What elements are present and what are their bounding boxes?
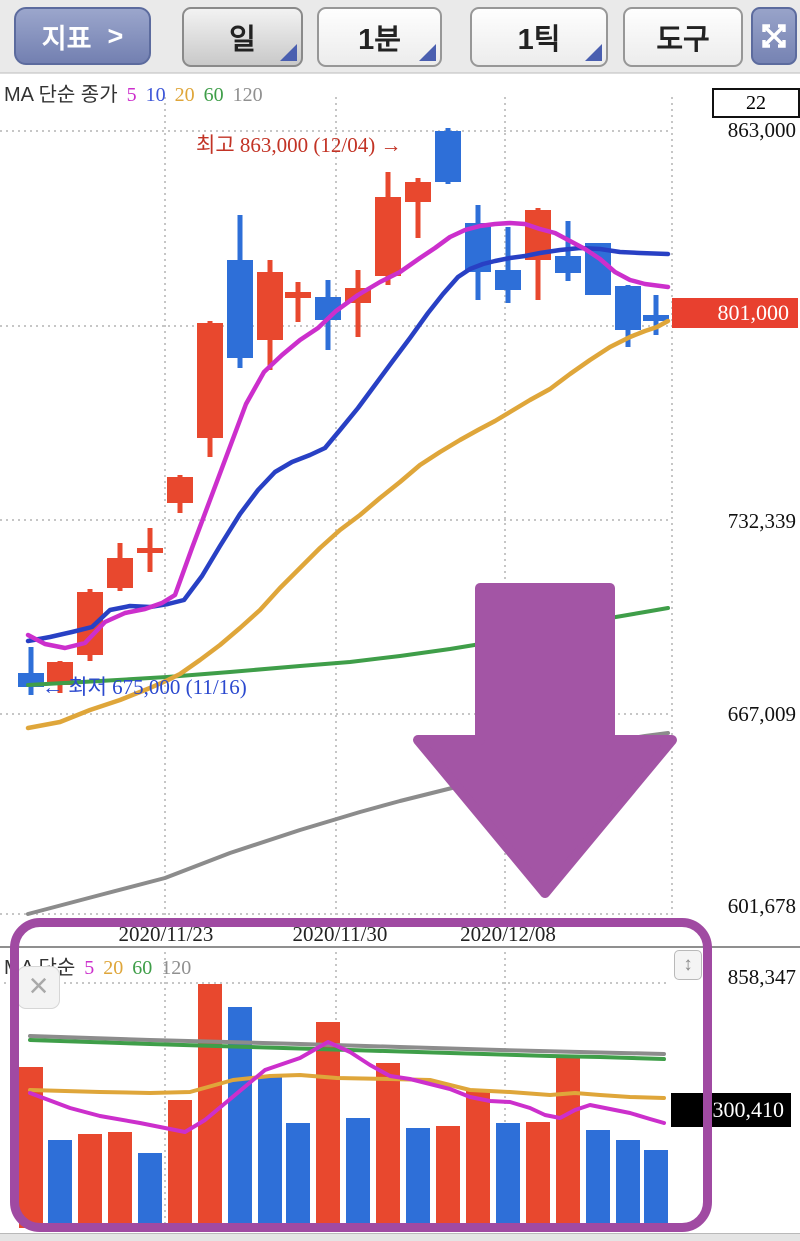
- legend-ma5: 5: [84, 957, 95, 979]
- current-price-badge: 801,000: [672, 298, 798, 328]
- dropdown-corner-icon: [585, 44, 602, 61]
- candle-body: [257, 272, 283, 340]
- ma-line-5: [28, 1040, 666, 1134]
- candle-body: [643, 315, 669, 321]
- candle-body: [197, 323, 223, 438]
- main-chart-legend: MA 단순 종가 5 10 20 60 120: [4, 78, 263, 107]
- candle-body: [435, 131, 461, 182]
- candle-body: [167, 477, 193, 503]
- ma-line-20: [28, 1073, 666, 1100]
- legend-ma10: 10: [145, 84, 166, 106]
- volume-current-badge: 300,410: [671, 1093, 791, 1127]
- toolbar: 지표 > 일 1분 1틱 도구: [0, 0, 800, 73]
- candle-body: [615, 286, 641, 330]
- volume-bar: [496, 1123, 520, 1228]
- resize-updown-icon: ↕: [683, 954, 693, 975]
- annotation-low: ← 최저 675,000 (11/16): [42, 675, 247, 699]
- candle-body: [555, 256, 581, 273]
- volume-bar: [316, 1022, 340, 1228]
- candle-body: [285, 292, 311, 298]
- volume-bar: [644, 1150, 668, 1228]
- dropdown-corner-icon: [419, 44, 436, 61]
- price-label-863000: 863,000: [727, 118, 796, 142]
- volume-scale-label: 858,347: [727, 965, 796, 989]
- indicator-button-label: 지표: [41, 23, 92, 54]
- price-label-732339: 732,339: [727, 509, 796, 533]
- indicator-button[interactable]: 지표 >: [14, 7, 151, 65]
- candle-count-box: 22: [712, 88, 800, 118]
- close-panel-button[interactable]: ×: [17, 966, 60, 1009]
- volume-bar: [168, 1100, 192, 1228]
- legend-ma20: 20: [103, 957, 124, 979]
- fullscreen-expand-button[interactable]: [751, 7, 797, 65]
- legend-title: MA 단순 종가: [4, 84, 118, 106]
- purple-down-arrow: [413, 583, 677, 898]
- volume-bar: [556, 1057, 580, 1228]
- legend-ma60: 60: [203, 84, 224, 106]
- legend-ma120: 120: [232, 84, 263, 106]
- dropdown-corner-icon: [280, 44, 297, 61]
- legend-ma20: 20: [174, 84, 195, 106]
- tools-button-label: 도구: [656, 24, 710, 56]
- price-label-601678: 601,678: [727, 894, 796, 918]
- volume-bar: [198, 984, 222, 1228]
- candle-body: [47, 662, 73, 685]
- volume-bar: [436, 1126, 460, 1228]
- volume-bar: [346, 1118, 370, 1228]
- volume-bar: [286, 1123, 310, 1228]
- period-button-day[interactable]: 일: [182, 7, 303, 67]
- volume-bar: [48, 1140, 72, 1228]
- period-button-1min-label: 1분: [358, 24, 401, 56]
- legend-ma60: 60: [132, 957, 153, 979]
- volume-bar: [616, 1140, 640, 1228]
- annotation-high: 최고 863,000 (12/04) →: [196, 133, 402, 157]
- chevron-right-icon: >: [107, 20, 124, 51]
- volume-bar: [406, 1128, 430, 1228]
- volume-bar: [376, 1063, 400, 1228]
- ma-line-60: [28, 1038, 666, 1061]
- period-button-1min[interactable]: 1분: [317, 7, 442, 67]
- candle-body: [375, 197, 401, 276]
- panel-separator: [0, 946, 800, 948]
- highlight-frame: [10, 918, 712, 1232]
- bottom-strip: [0, 1233, 800, 1241]
- tools-button[interactable]: 도구: [623, 7, 743, 67]
- volume-bar: [466, 1090, 490, 1228]
- price-label-667009: 667,009: [727, 702, 796, 726]
- ma-line-5: [25, 220, 671, 651]
- legend-ma120: 120: [161, 957, 192, 979]
- close-icon: ×: [28, 967, 49, 1005]
- volume-bar: [78, 1134, 102, 1228]
- period-button-1tick[interactable]: 1틱: [470, 7, 608, 67]
- volume-bar: [258, 1076, 282, 1228]
- legend-ma5: 5: [126, 84, 137, 106]
- candle-body: [227, 260, 253, 358]
- ma-line-20: [25, 318, 671, 731]
- volume-bar: [138, 1153, 162, 1228]
- ma-line-120: [28, 1034, 666, 1056]
- candle-body: [107, 558, 133, 588]
- toolbar-separator: [0, 73, 800, 74]
- volume-bar: [586, 1130, 610, 1228]
- candle-body: [405, 182, 431, 202]
- period-button-day-label: 일: [229, 24, 256, 56]
- expand-arrows-icon: [762, 24, 786, 48]
- candle-body: [137, 548, 163, 553]
- candle-body: [495, 270, 521, 290]
- volume-bar: [108, 1132, 132, 1228]
- period-button-1tick-label: 1틱: [517, 24, 561, 56]
- volume-bar: [526, 1122, 550, 1228]
- resize-panel-button[interactable]: ↕: [674, 950, 702, 980]
